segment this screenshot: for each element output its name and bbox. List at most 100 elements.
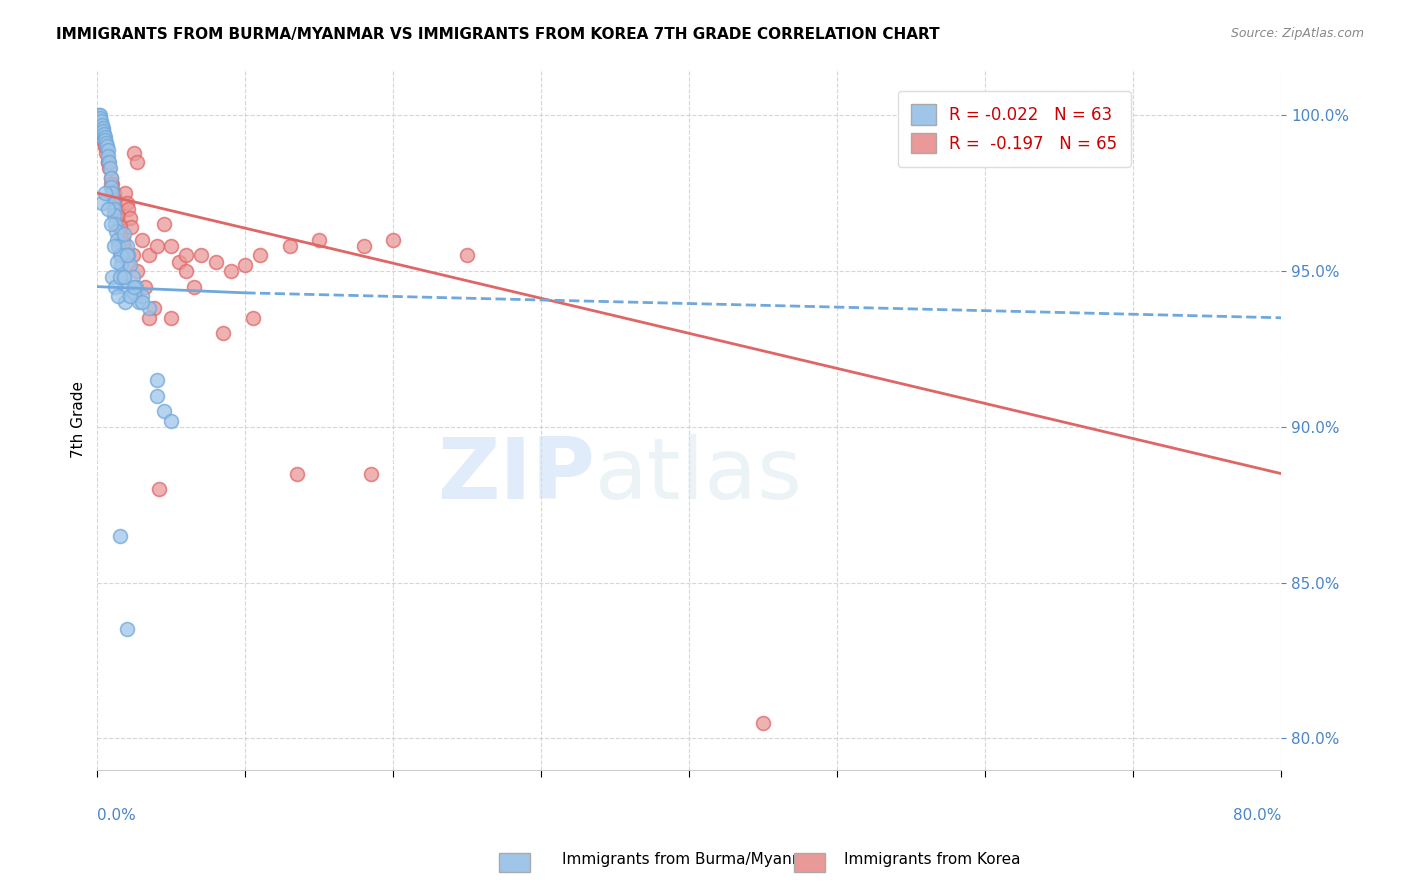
Point xyxy=(90,114,112,128)
Point xyxy=(131,233,153,247)
Legend: R = -0.022   N = 63, R =  -0.197   N = 65: R = -0.022 N = 63, R = -0.197 N = 65 xyxy=(897,91,1130,167)
Point xyxy=(174,248,197,262)
Point xyxy=(97,155,120,169)
Point xyxy=(121,248,143,262)
Point xyxy=(142,301,165,316)
Text: ZIP: ZIP xyxy=(437,434,595,516)
Y-axis label: 7th Grade: 7th Grade xyxy=(72,381,86,458)
Point xyxy=(125,279,148,293)
Point xyxy=(104,193,127,207)
Point xyxy=(104,279,127,293)
Point xyxy=(90,118,112,132)
Text: Immigrants from Korea: Immigrants from Korea xyxy=(844,852,1021,867)
Point xyxy=(114,186,136,201)
Point xyxy=(94,186,117,201)
Point xyxy=(100,180,122,194)
Point xyxy=(108,529,131,543)
Point xyxy=(96,139,118,153)
Point xyxy=(117,202,139,216)
Point xyxy=(212,326,235,341)
Point xyxy=(112,270,135,285)
Text: atlas: atlas xyxy=(595,434,803,516)
Point xyxy=(110,223,132,237)
Point xyxy=(91,120,114,135)
Point xyxy=(167,254,190,268)
Point xyxy=(153,217,176,231)
Point xyxy=(96,145,118,160)
Point xyxy=(103,202,125,216)
Point xyxy=(94,139,117,153)
Point xyxy=(153,404,176,418)
Point xyxy=(105,254,128,268)
Point xyxy=(127,264,149,278)
Point xyxy=(115,248,138,262)
Point xyxy=(360,467,382,481)
Point xyxy=(107,208,129,222)
Point xyxy=(285,467,308,481)
Point xyxy=(91,124,114,138)
Point xyxy=(108,217,131,231)
Point xyxy=(121,270,143,285)
Point xyxy=(93,127,115,141)
Point xyxy=(204,254,226,268)
Point xyxy=(128,295,150,310)
Text: 80.0%: 80.0% xyxy=(1233,808,1281,823)
Point xyxy=(89,112,111,126)
Point xyxy=(219,264,242,278)
Point xyxy=(134,279,156,293)
Point xyxy=(190,248,212,262)
Point xyxy=(89,120,111,135)
Point xyxy=(101,195,124,210)
Point xyxy=(103,193,125,207)
Point xyxy=(148,482,170,496)
Point xyxy=(124,279,146,293)
Point xyxy=(233,258,256,272)
Point xyxy=(98,161,121,176)
Point xyxy=(308,233,330,247)
Point xyxy=(120,220,142,235)
Point xyxy=(118,258,141,272)
Point xyxy=(104,217,127,231)
Point xyxy=(94,139,117,153)
Point xyxy=(242,310,264,325)
Point xyxy=(87,114,110,128)
Point xyxy=(96,136,118,151)
Point xyxy=(97,155,120,169)
Point xyxy=(124,145,146,160)
Point xyxy=(100,170,122,185)
Point xyxy=(138,310,160,325)
Point xyxy=(117,258,139,272)
Point xyxy=(115,195,138,210)
Point xyxy=(112,239,135,253)
Point xyxy=(108,248,131,262)
Point xyxy=(108,220,131,235)
Point xyxy=(107,289,129,303)
Text: IMMIGRANTS FROM BURMA/MYANMAR VS IMMIGRANTS FROM KOREA 7TH GRADE CORRELATION CHA: IMMIGRANTS FROM BURMA/MYANMAR VS IMMIGRA… xyxy=(56,27,939,42)
Point xyxy=(100,177,122,191)
Point xyxy=(145,373,167,387)
Point xyxy=(145,389,167,403)
Point xyxy=(160,310,183,325)
Text: Source: ZipAtlas.com: Source: ZipAtlas.com xyxy=(1230,27,1364,40)
Point xyxy=(174,264,197,278)
Point xyxy=(101,186,124,201)
Point xyxy=(160,414,183,428)
Point xyxy=(97,149,120,163)
Point xyxy=(107,239,129,253)
Point xyxy=(124,285,146,300)
Point xyxy=(183,279,205,293)
Point xyxy=(353,239,375,253)
Point xyxy=(111,233,134,247)
Text: 0.0%: 0.0% xyxy=(97,808,136,823)
Point xyxy=(110,248,132,262)
Point xyxy=(115,623,138,637)
Point xyxy=(115,239,138,253)
Point xyxy=(118,211,141,225)
Point xyxy=(112,279,135,293)
Point xyxy=(97,202,120,216)
Point xyxy=(110,258,132,272)
Point xyxy=(100,170,122,185)
Point xyxy=(103,186,125,201)
Point xyxy=(94,133,117,147)
Point xyxy=(117,248,139,262)
